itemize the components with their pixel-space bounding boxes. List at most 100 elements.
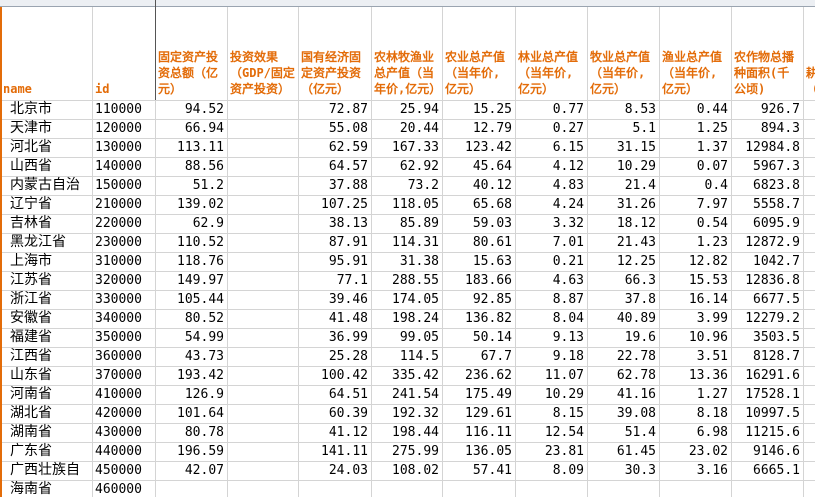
cell-value: 6.98 bbox=[696, 425, 728, 440]
cell-value: 129.61 bbox=[465, 406, 512, 421]
grid-line bbox=[0, 423, 815, 424]
region-id: 430000 bbox=[95, 425, 142, 440]
cell-value: 61.45 bbox=[616, 444, 656, 459]
cell-value: 8.09 bbox=[552, 463, 584, 478]
region-name: 河南省 bbox=[10, 386, 52, 402]
region-name: 山西省 bbox=[10, 158, 52, 174]
grid-line bbox=[0, 442, 815, 443]
region-name: 河北省 bbox=[10, 139, 52, 155]
region-name: 天津市 bbox=[10, 120, 52, 136]
cell-value: 3503.5 bbox=[753, 330, 800, 345]
cell-value: 85.89 bbox=[399, 216, 439, 231]
cell-value: 36.99 bbox=[328, 330, 368, 345]
cell-value: 41.48 bbox=[328, 311, 368, 326]
cell-value: 3.16 bbox=[696, 463, 728, 478]
region-name: 辽宁省 bbox=[10, 196, 52, 212]
region-name: 浙江省 bbox=[10, 291, 52, 307]
cell-value: 275.99 bbox=[392, 444, 439, 459]
cell-value: 0.4 bbox=[704, 178, 728, 193]
cell-value: 4.83 bbox=[552, 178, 584, 193]
cell-value: 8.53 bbox=[624, 102, 656, 117]
region-id: 440000 bbox=[95, 444, 142, 459]
column-header: 牧业总产值（当年价,亿元） bbox=[590, 50, 651, 96]
cell-value: 12279.2 bbox=[745, 311, 800, 326]
cell-value: 25.28 bbox=[328, 349, 368, 364]
region-name: 吉林省 bbox=[10, 215, 52, 231]
cell-value: 118.05 bbox=[392, 197, 439, 212]
cell-value: 62.78 bbox=[616, 368, 656, 383]
grid-line bbox=[0, 138, 815, 139]
grid-line bbox=[0, 100, 815, 101]
cell-value: 894.3 bbox=[760, 121, 800, 136]
cell-value: 6677.5 bbox=[753, 292, 800, 307]
cell-value: 136.05 bbox=[465, 444, 512, 459]
cell-value: 4.24 bbox=[552, 197, 584, 212]
cell-value: 42.07 bbox=[184, 463, 224, 478]
grid-line bbox=[0, 480, 815, 481]
cell-value: 77.1 bbox=[336, 273, 368, 288]
cell-value: 80.52 bbox=[184, 311, 224, 326]
column-header: 投资效果（GDP/固定资产投资） bbox=[230, 50, 295, 96]
cell-value: 116.11 bbox=[465, 425, 512, 440]
cell-value: 39.46 bbox=[328, 292, 368, 307]
region-id: 110000 bbox=[95, 102, 142, 117]
cell-value: 288.55 bbox=[392, 273, 439, 288]
region-name: 黑龙江省 bbox=[10, 234, 66, 250]
cell-value: 23.02 bbox=[688, 444, 728, 459]
column-header: 农林牧渔业总产值（当年价,亿元） bbox=[374, 50, 442, 96]
cell-value: 0.54 bbox=[696, 216, 728, 231]
cell-value: 6095.9 bbox=[753, 216, 800, 231]
cell-value: 72.87 bbox=[328, 102, 368, 117]
cell-value: 62.92 bbox=[399, 159, 439, 174]
cell-value: 7.97 bbox=[696, 197, 728, 212]
cell-value: 0.44 bbox=[696, 102, 728, 117]
cell-value: 167.33 bbox=[392, 140, 439, 155]
cell-value: 20.44 bbox=[399, 121, 439, 136]
cell-value: 62.9 bbox=[192, 216, 224, 231]
cell-value: 19.6 bbox=[624, 330, 656, 345]
cell-value: 0.27 bbox=[552, 121, 584, 136]
cell-value: 64.57 bbox=[328, 159, 368, 174]
cell-value: 8.87 bbox=[552, 292, 584, 307]
cell-value: 196.59 bbox=[177, 444, 224, 459]
region-id: 410000 bbox=[95, 387, 142, 402]
region-name: 北京市 bbox=[10, 101, 52, 117]
grid-line bbox=[0, 119, 815, 120]
cell-value: 11215.6 bbox=[745, 425, 800, 440]
cell-value: 12836.8 bbox=[745, 273, 800, 288]
cell-value: 8128.7 bbox=[753, 349, 800, 364]
grid-line bbox=[0, 347, 815, 348]
grid-line bbox=[0, 404, 815, 405]
region-id: 220000 bbox=[95, 216, 142, 231]
region-id: 420000 bbox=[95, 406, 142, 421]
region-id: 450000 bbox=[95, 463, 142, 478]
region-name: 江西省 bbox=[10, 348, 52, 364]
cell-value: 12.25 bbox=[616, 254, 656, 269]
region-name: 上海市 bbox=[10, 253, 52, 269]
cell-value: 21.43 bbox=[616, 235, 656, 250]
cell-value: 5558.7 bbox=[753, 197, 800, 212]
cell-value: 64.51 bbox=[328, 387, 368, 402]
cell-value: 4.63 bbox=[552, 273, 584, 288]
cell-value: 73.2 bbox=[407, 178, 439, 193]
cell-value: 10.29 bbox=[616, 159, 656, 174]
region-name: 湖南省 bbox=[10, 424, 52, 440]
cell-value: 183.66 bbox=[465, 273, 512, 288]
cell-value: 3.99 bbox=[696, 311, 728, 326]
cell-value: 113.11 bbox=[177, 140, 224, 155]
cell-value: 175.49 bbox=[465, 387, 512, 402]
cell-value: 51.2 bbox=[192, 178, 224, 193]
cell-value: 8.15 bbox=[552, 406, 584, 421]
grid-line bbox=[0, 157, 815, 158]
grid-line bbox=[0, 290, 815, 291]
column-header: 固定资产投资总额（亿元） bbox=[158, 50, 219, 96]
region-name: 江苏省 bbox=[10, 272, 52, 288]
column-header: 农业总产值（当年价,亿元） bbox=[445, 50, 506, 96]
cell-value: 13.36 bbox=[688, 368, 728, 383]
cell-value: 15.25 bbox=[472, 102, 512, 117]
region-name: 广东省 bbox=[10, 443, 52, 459]
region-id: 140000 bbox=[95, 159, 142, 174]
grid-line bbox=[0, 461, 815, 462]
cell-value: 21.4 bbox=[624, 178, 656, 193]
